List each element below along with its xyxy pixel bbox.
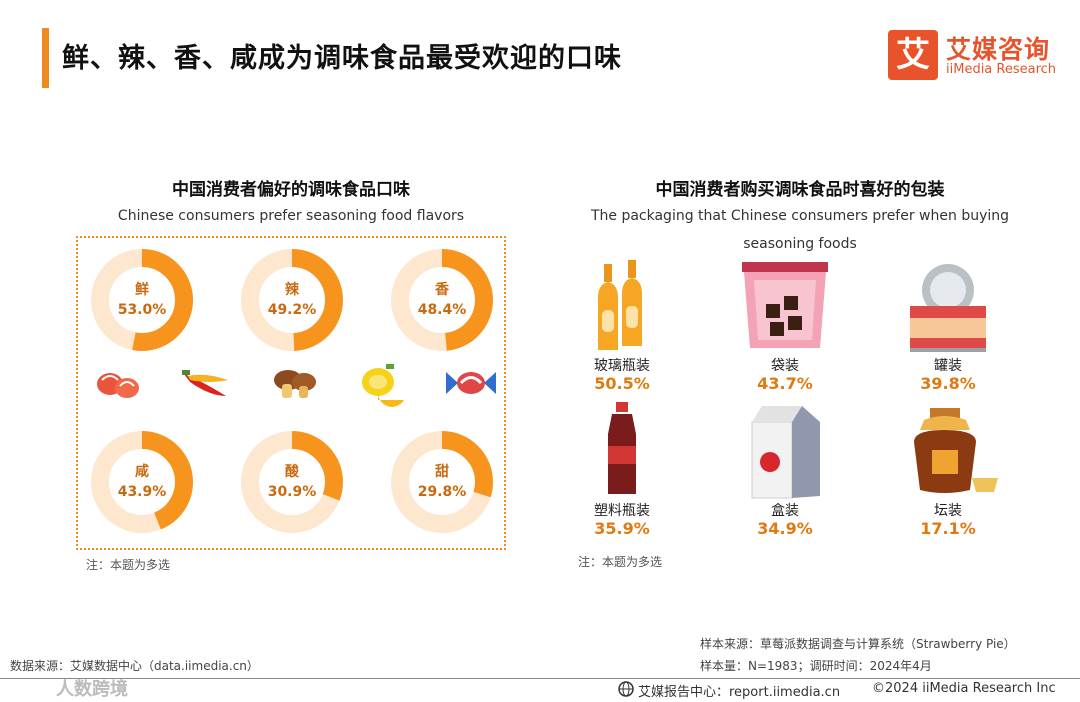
flavor-donut-3 <box>391 249 493 351</box>
packaging-chart-subtitle: The packaging that Chinese consumers pre… <box>590 208 1010 252</box>
flavor-name: 辣 <box>285 282 299 298</box>
flavor-value: 29.8% <box>417 484 467 500</box>
logo-cn: 艾媒咨询 <box>946 35 1051 64</box>
donut-segment-5 <box>241 431 343 533</box>
mushroom-icon <box>274 370 316 398</box>
sample-size: 样本量：N=1983；调研时间：2024年4月 <box>700 659 932 673</box>
can-icon <box>910 264 986 352</box>
title-accent-bar <box>42 28 49 88</box>
packaging-value-6: 17.1% <box>920 519 976 538</box>
carton-box-icon <box>751 406 820 499</box>
packaging-value-1: 50.5% <box>594 374 650 393</box>
sample-source: 样本来源：草莓派数据调查与计算系统（Strawberry Pie） <box>700 637 1016 651</box>
flavor-chart-frame <box>76 236 506 550</box>
packaging-chart-title: 中国消费者购买调味食品时喜好的包装 <box>655 180 945 200</box>
donut-segment-2 <box>241 249 343 351</box>
packaging-name-4: 塑料瓶装 <box>594 503 650 519</box>
packaging-name-6: 坛装 <box>934 503 962 519</box>
flavor-name: 香 <box>435 282 449 298</box>
report-center-link[interactable]: 艾媒报告中心：report.iimedia.cn <box>638 685 841 700</box>
flavor-label-5: 酸 30.9% <box>240 462 344 502</box>
packaging-chart-note: 注：本题为多选 <box>578 555 663 569</box>
candy-icon <box>446 372 496 394</box>
flavor-value: 48.4% <box>417 302 467 318</box>
flavor-label-4: 咸 43.9% <box>90 462 194 502</box>
flavor-label-2: 辣 49.2% <box>240 280 344 320</box>
packaging-name-5: 盒装 <box>771 503 799 519</box>
flavor-donut-6 <box>391 431 493 533</box>
flavor-value: 53.0% <box>117 302 167 318</box>
flavor-donut-2 <box>241 249 343 351</box>
packaging-value-5: 34.9% <box>757 519 813 538</box>
shrimp-icon <box>97 373 139 398</box>
data-source: 数据来源：艾媒数据中心（data.iimedia.cn） <box>10 659 259 673</box>
flavor-name: 咸 <box>135 464 149 480</box>
watermark: 人数跨境 <box>56 679 128 700</box>
packaging-value-4: 35.9% <box>594 519 650 538</box>
flavor-label-3: 香 48.4% <box>390 280 494 320</box>
flavor-label-1: 鲜 53.0% <box>90 280 194 320</box>
donut-segment-4 <box>91 431 193 533</box>
lemon-icon <box>362 364 404 407</box>
flavor-label-6: 甜 29.8% <box>390 462 494 502</box>
globe-icon <box>618 681 634 697</box>
donut-segment-6 <box>391 431 493 533</box>
flavor-name: 鲜 <box>135 282 149 298</box>
packaging-name-3: 罐装 <box>934 358 962 374</box>
donut-segment-1 <box>91 249 193 351</box>
bag-icon <box>742 262 828 348</box>
donut-segment-3 <box>391 249 493 351</box>
copyright: ©2024 iiMedia Research Inc <box>872 681 1056 696</box>
logo-mark: 艾 <box>888 30 938 80</box>
flavor-donut-4 <box>91 431 193 533</box>
flavor-value: 30.9% <box>267 484 317 500</box>
flavor-chart-title: 中国消费者偏好的调味食品口味 <box>172 180 410 200</box>
footer-divider <box>0 678 1080 679</box>
flavor-chart-subtitle: Chinese consumers prefer seasoning food … <box>117 208 465 224</box>
packaging-name-1: 玻璃瓶装 <box>594 358 650 374</box>
packaging-value-2: 43.7% <box>757 374 813 393</box>
chili-pepper-icon <box>182 370 228 396</box>
packaging-value-3: 39.8% <box>920 374 976 393</box>
flavor-donut-1 <box>91 249 193 351</box>
plastic-bottle-icon <box>608 402 636 494</box>
packaging-name-2: 袋装 <box>771 358 799 374</box>
flavor-donut-5 <box>241 431 343 533</box>
logo-en: iiMedia Research <box>946 62 1057 77</box>
flavor-name: 酸 <box>285 464 299 480</box>
flavor-value: 43.9% <box>117 484 167 500</box>
glass-bottle-icon <box>598 260 642 350</box>
jar-icon <box>914 408 998 493</box>
flavor-value: 49.2% <box>267 302 317 318</box>
page-title: 鲜、辣、香、咸成为调味食品最受欢迎的口味 <box>62 43 622 74</box>
flavor-chart-note: 注：本题为多选 <box>86 558 171 572</box>
flavor-name: 甜 <box>435 464 449 480</box>
